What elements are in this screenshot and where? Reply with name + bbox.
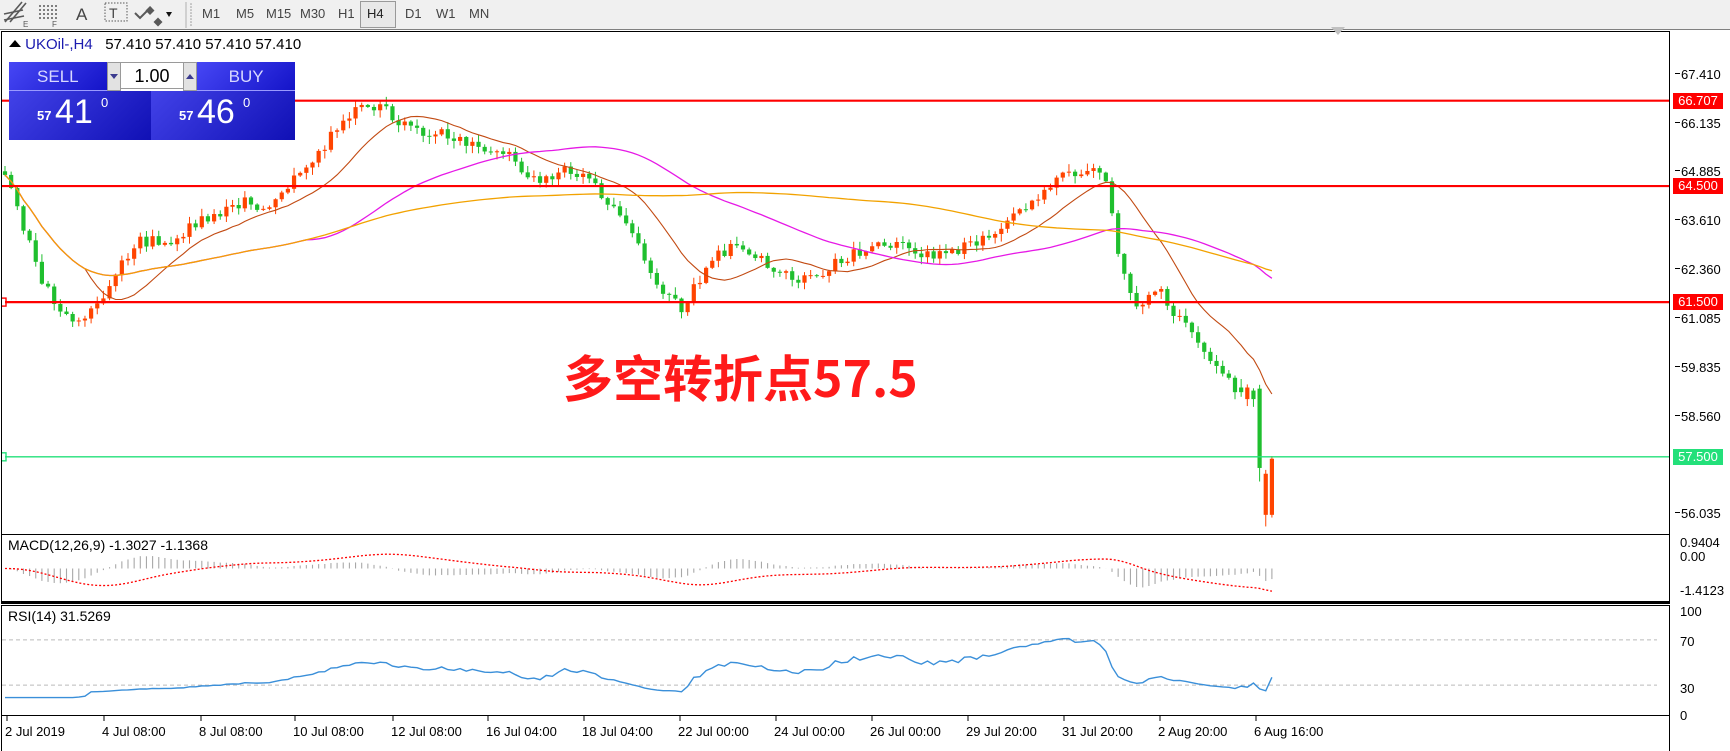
svg-text:E: E [23, 20, 28, 29]
svg-text:A: A [76, 5, 88, 24]
svg-text:F: F [52, 20, 57, 29]
svg-text:T: T [109, 5, 118, 21]
